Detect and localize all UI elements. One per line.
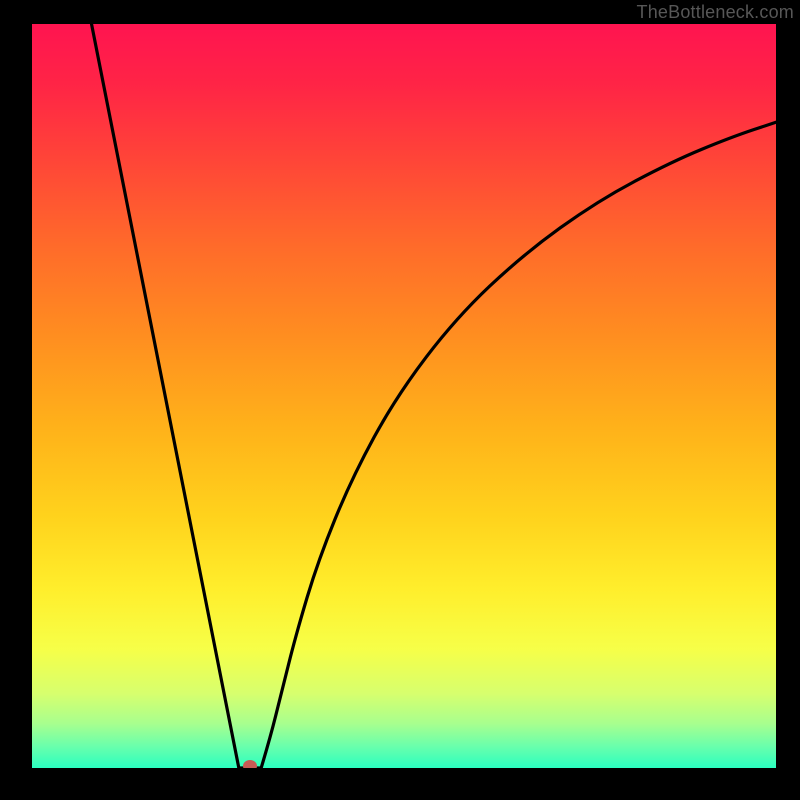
plot-area [32,24,776,768]
bottleneck-curve [92,24,776,768]
watermark-text: TheBottleneck.com [637,2,794,23]
curve-layer [32,24,776,768]
chart-stage: TheBottleneck.com [0,0,800,800]
minimum-marker [243,760,257,768]
